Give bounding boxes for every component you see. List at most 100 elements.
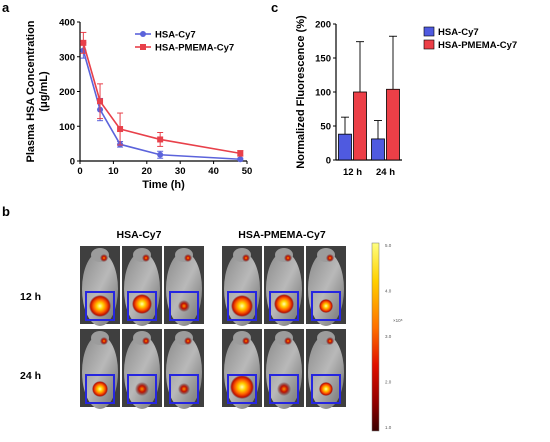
- fluorescence-signal: [132, 294, 152, 314]
- y-tick-label: 0: [326, 156, 331, 167]
- x-tick-label: 20: [142, 166, 153, 177]
- mouse-image: [80, 329, 120, 409]
- bar-chart-marks: [338, 35, 400, 161]
- y-tick-label: 100: [59, 122, 75, 133]
- bar: [353, 91, 367, 161]
- fluorescence-signal: [142, 254, 150, 262]
- y-axis-title-line: (μg/mL): [38, 71, 50, 112]
- bar-chart-legend: HSA-Cy7 HSA-PMEMA-Cy7: [423, 26, 517, 51]
- roi-box: [127, 374, 157, 404]
- fluorescence-signal: [284, 337, 292, 345]
- mouse-body: [124, 335, 160, 409]
- legend-swatch: [423, 39, 435, 50]
- fluorescence-signal: [135, 382, 149, 396]
- x-tick-label: 10: [108, 166, 119, 177]
- colorbar: 5.0 4.0 3.0 2.0 1.0 ×10⁸: [371, 242, 403, 432]
- y-tick-label: 100: [315, 88, 331, 99]
- data-point: [80, 39, 87, 46]
- colorbar-tick-label: 3.0: [385, 334, 392, 339]
- mouse-body: [166, 335, 202, 409]
- fluorescence-signal: [100, 337, 108, 345]
- mouse-body: [266, 252, 302, 326]
- legend-label: HSA-PMEMA-Cy7: [438, 40, 517, 51]
- series-line: [82, 50, 241, 161]
- roi-box: [311, 291, 341, 321]
- y-tick-label: 200: [315, 20, 331, 31]
- data-point: [237, 150, 244, 157]
- mouse-body: [82, 335, 118, 409]
- line-chart-marks: [80, 31, 244, 163]
- y-axis-title: Normalized Fluorescence (%): [295, 15, 307, 169]
- fluorescence-signal: [319, 299, 333, 313]
- y-tick-label: 150: [315, 54, 331, 65]
- y-tick-label: 0: [70, 157, 75, 168]
- mouse-body: [308, 252, 344, 326]
- mouse-image: [222, 329, 262, 409]
- mouse-image: [164, 246, 204, 326]
- fluorescence-signal: [178, 383, 190, 395]
- mouse-body: [308, 335, 344, 409]
- legend-label: HSA-Cy7: [438, 27, 479, 38]
- fluorescence-signal: [242, 337, 250, 345]
- mouse-image: [264, 246, 304, 326]
- mouse-image: [122, 329, 162, 409]
- roi-box: [169, 291, 199, 321]
- fluorescence-signal: [242, 254, 250, 262]
- legend-marker: [140, 44, 146, 50]
- roi-box: [85, 374, 115, 404]
- data-point: [117, 126, 124, 133]
- y-tick-label: 50: [320, 122, 331, 133]
- bar: [386, 88, 400, 161]
- roi-box: [311, 374, 341, 404]
- row-label-24h: 24 h: [20, 370, 41, 382]
- legend-label: HSA-PMEMA-Cy7: [155, 43, 234, 54]
- fluorescence-signal: [326, 254, 334, 262]
- mouse-body: [266, 335, 302, 409]
- group-title-hsa-cy7: HSA-Cy7: [117, 229, 162, 241]
- roi-box: [127, 291, 157, 321]
- fluorescence-signal: [89, 295, 111, 317]
- mouse-image: [80, 246, 120, 326]
- colorbar-tick-label: 5.0: [385, 243, 392, 248]
- x-tick-label: 24 h: [376, 167, 395, 178]
- roi-box: [227, 291, 257, 321]
- fluorescence-signal: [178, 300, 190, 312]
- fluorescence-signal: [231, 295, 253, 317]
- panel-letter-b: b: [2, 204, 10, 219]
- x-tick-label: 0: [77, 166, 82, 177]
- roi-box: [169, 374, 199, 404]
- x-tick-label: 12 h: [343, 167, 362, 178]
- bar-chart-panel-c: 0 50 100 150 200 Normalized Fluorescence (%) 1…: [295, 15, 517, 178]
- fluorescence-signal: [142, 337, 150, 345]
- mouse-image: [164, 329, 204, 409]
- fluorescence-signal: [184, 337, 192, 345]
- data-point: [237, 156, 244, 163]
- y-tick-label: 400: [59, 18, 75, 29]
- x-tick-label: 30: [175, 166, 186, 177]
- y-tick-label: 300: [59, 52, 75, 63]
- roi-box: [269, 374, 299, 404]
- colorbar-gradient: [371, 242, 380, 432]
- bar-chart-axes: 0 50 100 150 200 Normalized Fluorescence (%) 1…: [295, 15, 402, 178]
- fluorescence-signal: [92, 381, 108, 397]
- panel-letter-a: a: [2, 0, 10, 15]
- x-tick-label: 40: [208, 166, 219, 177]
- mouse-image: [122, 246, 162, 326]
- bar: [371, 138, 385, 161]
- mouse-image: [306, 329, 346, 409]
- mouse-image: [306, 246, 346, 326]
- panel-letter-c: c: [271, 0, 278, 15]
- fluorescence-signal: [230, 375, 254, 399]
- roi-box: [227, 374, 257, 404]
- mouse-image: [264, 329, 304, 409]
- fluorescence-signal: [326, 337, 334, 345]
- fluorescence-signal: [319, 382, 333, 396]
- fluorescence-signal: [100, 254, 108, 262]
- mouse-image-grid: [80, 246, 346, 409]
- fluorescence-signal: [284, 254, 292, 262]
- group-title-hsa-pmema-cy7: HSA-PMEMA-Cy7: [238, 229, 326, 241]
- mouse-body: [124, 252, 160, 326]
- colorbar-unit: ×10⁸: [393, 318, 403, 323]
- data-point: [157, 151, 164, 158]
